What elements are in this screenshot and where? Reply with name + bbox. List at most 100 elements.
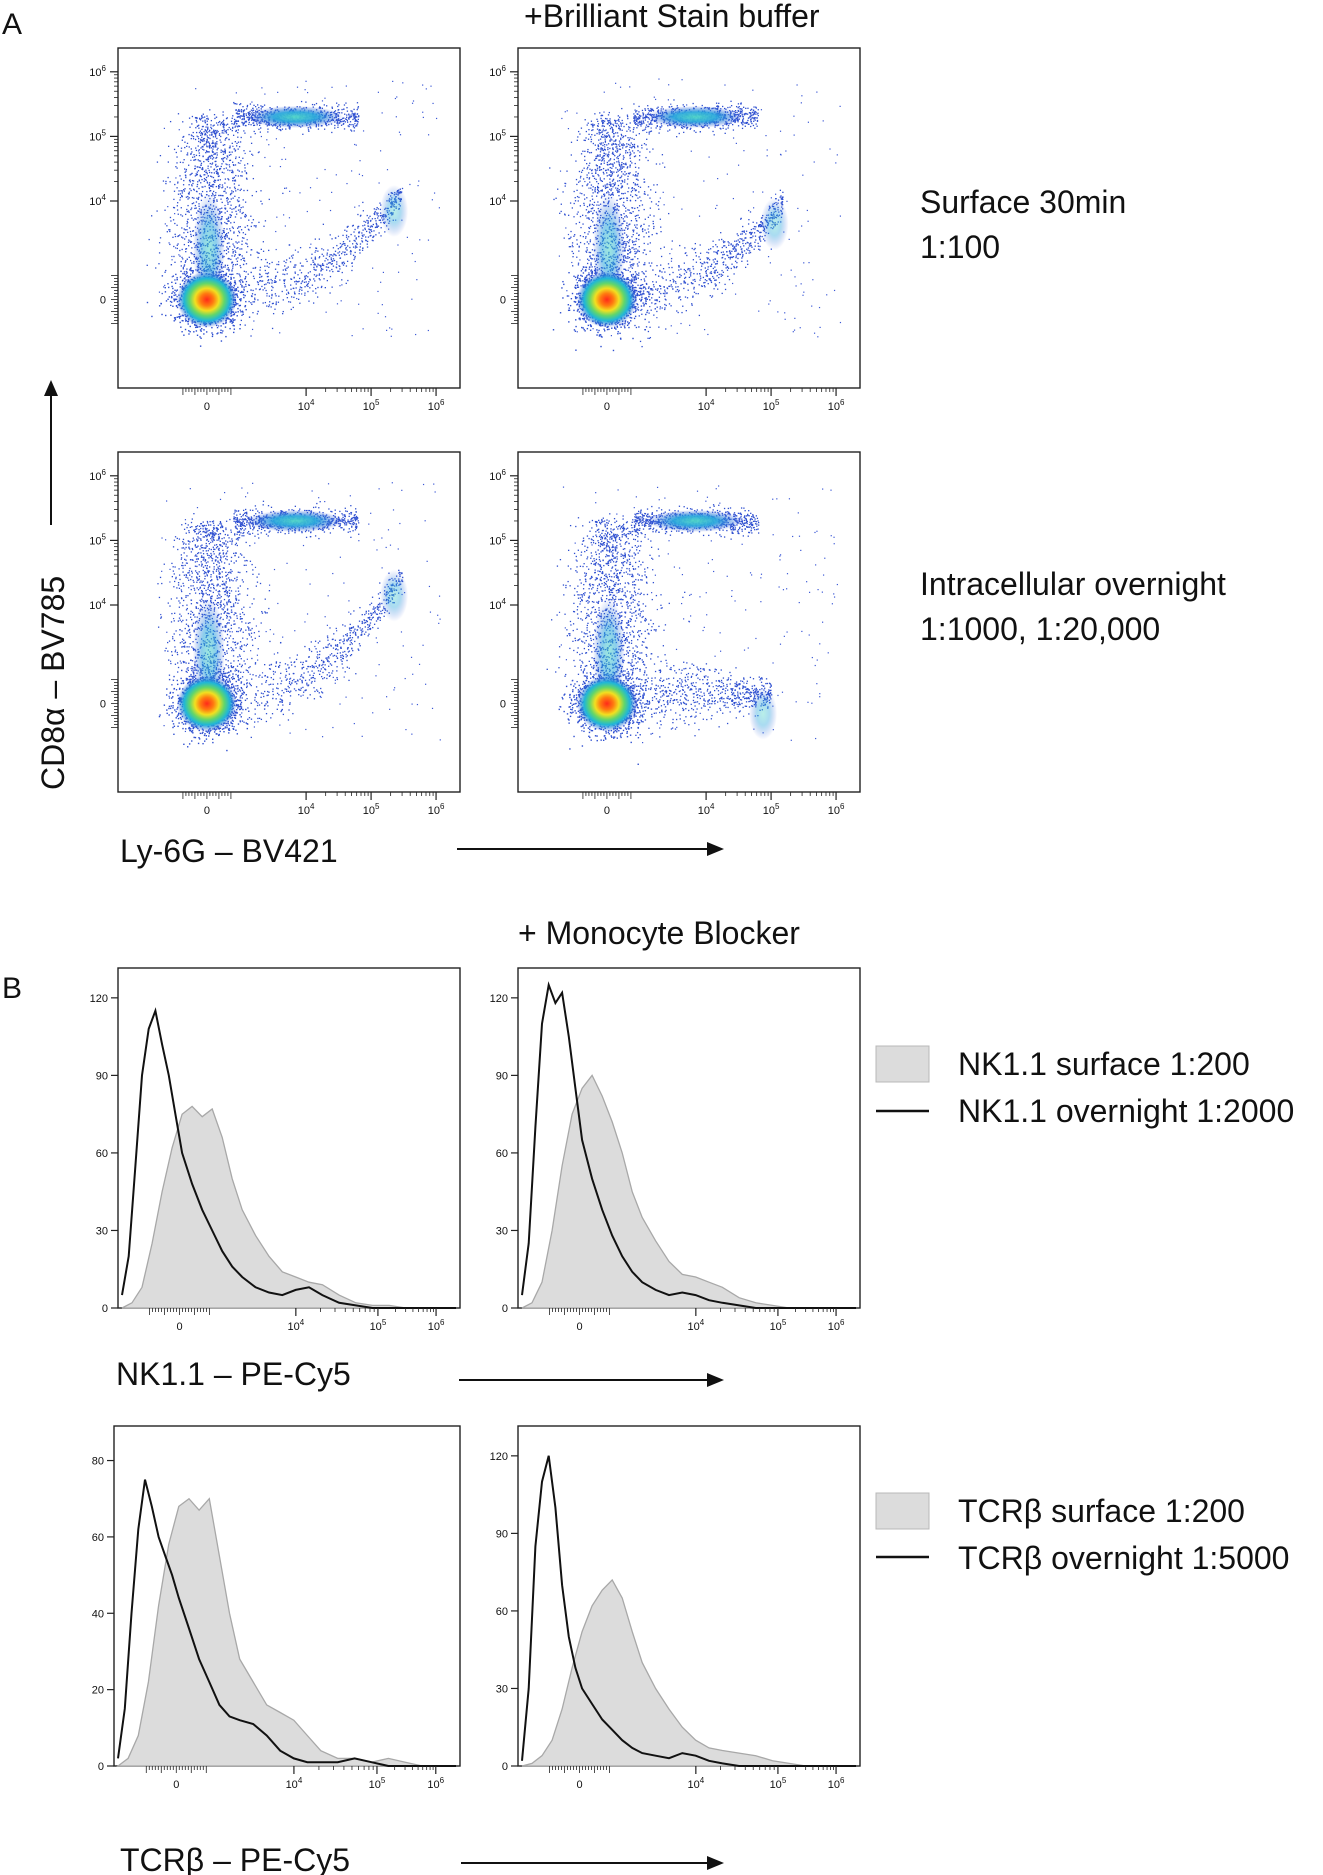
scatter-point — [356, 102, 359, 104]
scatter-point — [259, 131, 261, 133]
scatter-point — [359, 246, 361, 248]
scatter-point — [225, 335, 227, 338]
scatter-point — [352, 243, 354, 245]
scatter-point — [317, 286, 319, 289]
scatter-point — [212, 190, 215, 193]
scatter-point — [261, 87, 263, 89]
scatter-point — [245, 114, 248, 117]
scatter-point — [185, 235, 187, 238]
scatter-point — [176, 316, 178, 318]
scatter-point — [354, 119, 357, 121]
scatter-point — [198, 154, 201, 157]
scatter-point — [187, 195, 189, 198]
scatter-point — [164, 286, 166, 289]
scatter-point — [206, 182, 209, 184]
scatter-point — [232, 250, 234, 253]
scatter-point — [271, 282, 273, 284]
scatter-point — [276, 271, 279, 273]
scatter-point — [362, 247, 364, 249]
scatter-point — [222, 160, 225, 163]
scatter-point — [182, 279, 184, 281]
scatter-point — [234, 103, 237, 105]
scatter-point — [243, 150, 245, 152]
scatter-point — [182, 121, 184, 123]
scatter-point — [243, 122, 245, 124]
scatter-point — [204, 122, 207, 124]
scatter-point — [170, 264, 173, 266]
scatter-point — [321, 253, 323, 255]
scatter-point — [204, 132, 206, 135]
scatter-point — [222, 157, 225, 159]
scatter-point — [283, 214, 285, 216]
scatter-point — [285, 187, 288, 189]
scatter-point — [225, 197, 228, 200]
scatter-point — [260, 108, 262, 110]
scatter-point — [353, 231, 355, 233]
scatter-point — [263, 104, 266, 106]
scatter-point — [233, 122, 236, 125]
scatter-point — [384, 231, 386, 233]
scatter-point — [233, 313, 236, 315]
scatter-point — [210, 175, 212, 177]
scatter-point — [159, 154, 162, 157]
scatter-point — [244, 164, 246, 166]
scatter-point — [245, 172, 248, 174]
scatter-point — [254, 267, 256, 269]
scatter-point — [252, 289, 254, 292]
scatter-point — [177, 235, 179, 238]
scatter-point — [226, 123, 229, 125]
scatter-point — [190, 189, 192, 192]
scatter-point — [189, 126, 191, 128]
scatter-point — [174, 318, 176, 320]
scatter-point — [203, 138, 205, 140]
scatter-point — [236, 247, 238, 250]
scatter-point — [215, 166, 218, 168]
scatter-point — [225, 272, 228, 275]
scatter-point — [164, 223, 166, 225]
scatter-point — [326, 279, 328, 282]
scatter-point — [196, 135, 198, 137]
scatter-point — [377, 212, 379, 214]
scatter-point — [214, 160, 216, 163]
scatter-point — [218, 133, 221, 135]
scatter-point — [283, 147, 285, 149]
scatter-point — [245, 120, 247, 122]
scatter-point — [211, 155, 214, 157]
scatter-point — [396, 96, 398, 98]
scatter-point — [269, 165, 271, 167]
scatter-point — [236, 242, 238, 244]
scatter-point — [278, 261, 280, 263]
scatter-point — [217, 124, 219, 126]
scatter-point — [329, 209, 332, 212]
scatter-point — [230, 120, 233, 122]
scatter-point — [227, 247, 229, 250]
scatter-point — [314, 251, 316, 253]
scatter-point — [356, 246, 358, 248]
scatter-point — [193, 159, 195, 161]
scatter-point — [207, 165, 209, 167]
scatter-point — [584, 330, 586, 332]
scatter-point — [376, 224, 378, 226]
scatter-point — [214, 179, 217, 182]
scatter-point — [184, 141, 186, 143]
scatter-point — [267, 281, 269, 284]
scatter-point — [202, 168, 204, 170]
scatter-point — [299, 302, 301, 304]
scatter-point — [211, 142, 213, 145]
scatter-point — [226, 268, 228, 271]
scatter-point — [298, 280, 300, 283]
scatter-point — [347, 236, 350, 238]
scatter-point — [368, 228, 370, 230]
scatter-point — [196, 166, 198, 168]
scatter-point — [235, 289, 238, 291]
scatter-point — [175, 166, 177, 168]
scatter-point — [204, 185, 206, 188]
scatter-point — [233, 319, 235, 322]
scatter-point — [215, 122, 218, 124]
scatter-point — [174, 183, 176, 186]
scatter-point — [321, 264, 323, 266]
scatter-point — [332, 270, 334, 273]
scatter-point — [192, 156, 194, 158]
scatter-point — [357, 118, 359, 121]
scatter-point — [232, 248, 234, 251]
